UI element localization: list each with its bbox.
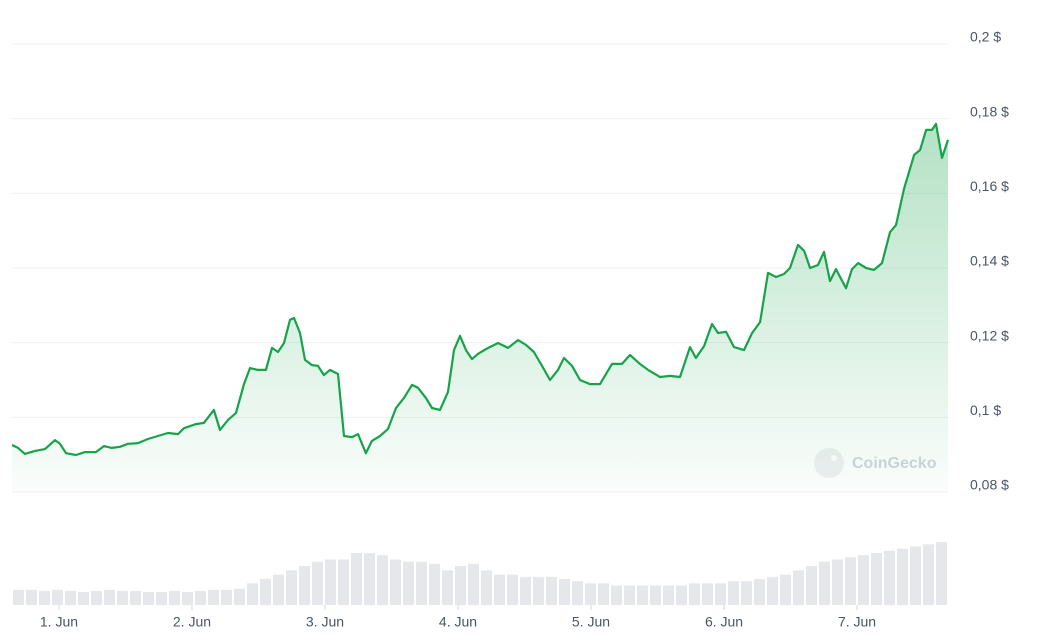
volume-bar — [416, 561, 427, 605]
volume-bar — [247, 583, 258, 605]
y-tick-label: 0,08 $ — [970, 477, 1009, 493]
volume-bar — [221, 589, 232, 605]
volume-bar — [273, 574, 284, 605]
volume-bar — [312, 561, 323, 605]
volume-bar — [663, 585, 674, 605]
volume-bar — [299, 566, 310, 605]
volume-bar — [767, 576, 778, 605]
x-tick-label: 2. Jun — [173, 614, 211, 630]
volume-bar — [78, 592, 89, 605]
volume-bar — [364, 553, 375, 605]
volume-bar — [923, 544, 934, 605]
volume-bar — [377, 555, 388, 605]
volume-bar — [715, 583, 726, 605]
volume-bar — [650, 585, 661, 605]
volume-bar — [780, 574, 791, 605]
volume-bar — [897, 548, 908, 605]
volume-bar — [39, 590, 50, 605]
volume-bar — [741, 581, 752, 605]
volume-bar — [936, 542, 947, 605]
y-tick-label: 0,18 $ — [970, 103, 1009, 119]
volume-bar — [585, 583, 596, 605]
volume-bar — [676, 585, 687, 605]
y-tick-label: 0,16 $ — [970, 178, 1009, 194]
volume-bar — [390, 559, 401, 605]
volume-bar — [351, 553, 362, 605]
volume-bar — [208, 589, 219, 605]
x-tick-label: 5. Jun — [572, 614, 610, 630]
price-line — [11, 122, 950, 457]
volume-bar — [65, 590, 76, 605]
x-tick-label: 7. Jun — [838, 614, 876, 630]
volume-bar — [728, 581, 739, 605]
volume-bar — [910, 546, 921, 605]
x-tick-label: 4. Jun — [439, 614, 477, 630]
volume-bar — [611, 585, 622, 605]
volume-bar — [572, 581, 583, 605]
volume-bar — [637, 585, 648, 605]
volume-bar — [832, 559, 843, 605]
volume-bar — [286, 570, 297, 605]
volume-bar — [91, 590, 102, 605]
volume-bar — [156, 592, 167, 605]
volume-bar — [117, 590, 128, 605]
volume-bar — [468, 563, 479, 605]
volume-bar — [533, 576, 544, 605]
y-tick-label: 0,1 $ — [970, 402, 1001, 418]
volume-bar — [845, 557, 856, 605]
volume-bar — [13, 589, 24, 605]
volume-bar — [455, 566, 466, 605]
x-tick-label: 3. Jun — [306, 614, 344, 630]
x-tick-label: 1. Jun — [40, 614, 78, 630]
volume-bar — [143, 592, 154, 605]
volume-bar — [871, 553, 882, 605]
volume-bar — [819, 561, 830, 605]
volume-bar — [884, 550, 895, 605]
volume-bar — [806, 566, 817, 605]
volume-bar — [169, 590, 180, 605]
volume-bar — [182, 592, 193, 605]
volume-bar — [429, 563, 440, 605]
volume-bar — [793, 570, 804, 605]
volume-bar — [104, 589, 115, 605]
volume-bar — [546, 576, 557, 605]
volume-bar — [559, 579, 570, 605]
volume-bar — [52, 589, 63, 605]
volume-bar — [598, 583, 609, 605]
volume-bar — [481, 570, 492, 605]
volume-bar — [260, 579, 271, 605]
volume-bar — [858, 555, 869, 605]
volume-bar — [520, 576, 531, 605]
volume-bar — [338, 559, 349, 605]
volume-bar — [325, 559, 336, 605]
y-tick-label: 0,2 $ — [970, 29, 1001, 45]
y-tick-label: 0,12 $ — [970, 327, 1009, 343]
volume-bar — [26, 589, 37, 605]
volume-bar — [195, 590, 206, 605]
volume-bar — [507, 574, 518, 605]
volume-bar — [442, 570, 453, 605]
volume-bar — [702, 583, 713, 605]
y-tick-label: 0,14 $ — [970, 253, 1009, 269]
volume-bar — [754, 579, 765, 605]
volume-bar — [130, 590, 141, 605]
volume-bar — [234, 588, 245, 605]
volume-bar — [689, 583, 700, 605]
volume-bar — [624, 585, 635, 605]
x-tick-label: 6. Jun — [705, 614, 743, 630]
price-area — [12, 123, 948, 493]
volume-bar — [494, 574, 505, 605]
volume-bar — [403, 561, 414, 605]
